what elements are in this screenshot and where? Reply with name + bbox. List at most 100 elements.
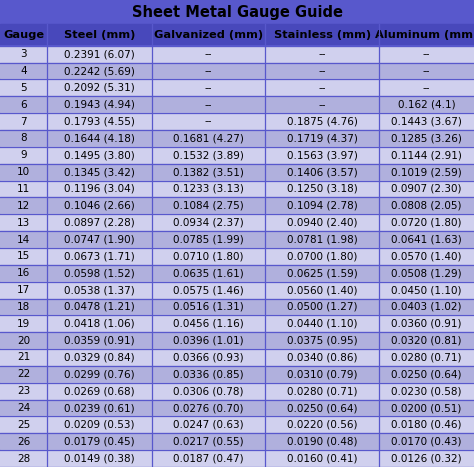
Text: 28: 28 [17, 453, 30, 464]
Text: 0.0456 (1.16): 0.0456 (1.16) [173, 319, 244, 329]
Text: 0.0160 (0.41): 0.0160 (0.41) [287, 453, 357, 464]
Text: 0.0403 (1.02): 0.0403 (1.02) [392, 302, 462, 312]
Text: 0.0359 (0.91): 0.0359 (0.91) [64, 336, 135, 346]
Text: 0.1250 (3.18): 0.1250 (3.18) [287, 184, 358, 194]
Text: 0.1495 (3.80): 0.1495 (3.80) [64, 150, 135, 160]
Text: 0.0179 (0.45): 0.0179 (0.45) [64, 437, 135, 447]
Text: 0.0299 (0.76): 0.0299 (0.76) [64, 369, 135, 379]
Bar [0, 433, 474, 450]
Text: 8: 8 [20, 134, 27, 143]
Text: 16: 16 [17, 268, 30, 278]
Bar [0, 46, 474, 63]
Text: 12: 12 [17, 201, 30, 211]
Text: 0.0500 (1.27): 0.0500 (1.27) [287, 302, 357, 312]
Text: Sheet Metal Gauge Guide: Sheet Metal Gauge Guide [131, 5, 343, 20]
Text: --: -- [205, 100, 212, 110]
Text: 0.0250 (0.64): 0.0250 (0.64) [287, 403, 357, 413]
Text: Gauge: Gauge [3, 30, 44, 40]
Bar [0, 147, 474, 164]
Text: 17: 17 [17, 285, 30, 295]
Text: 0.1046 (2.66): 0.1046 (2.66) [64, 201, 135, 211]
Bar [0, 383, 474, 400]
Text: 4: 4 [20, 66, 27, 76]
Text: 0.1681 (4.27): 0.1681 (4.27) [173, 134, 244, 143]
Text: 0.1875 (4.76): 0.1875 (4.76) [287, 117, 358, 127]
Text: --: -- [423, 49, 430, 59]
Text: 0.0785 (1.99): 0.0785 (1.99) [173, 234, 244, 245]
Text: Steel (mm): Steel (mm) [64, 30, 135, 40]
Text: 0.0320 (0.81): 0.0320 (0.81) [392, 336, 462, 346]
Text: --: -- [205, 83, 212, 93]
Text: Galvanized (mm): Galvanized (mm) [154, 30, 263, 40]
Text: 0.0200 (0.51): 0.0200 (0.51) [392, 403, 462, 413]
Bar [0, 63, 474, 79]
Text: 6: 6 [20, 100, 27, 110]
Text: 0.1345 (3.42): 0.1345 (3.42) [64, 167, 135, 177]
Text: 25: 25 [17, 420, 30, 430]
Text: 19: 19 [17, 319, 30, 329]
Text: 0.0508 (1.29): 0.0508 (1.29) [392, 268, 462, 278]
Text: 0.0360 (0.91): 0.0360 (0.91) [392, 319, 462, 329]
Text: 0.1233 (3.13): 0.1233 (3.13) [173, 184, 244, 194]
Text: 0.0700 (1.80): 0.0700 (1.80) [287, 251, 357, 262]
Text: 0.0673 (1.71): 0.0673 (1.71) [64, 251, 135, 262]
Text: 0.1793 (4.55): 0.1793 (4.55) [64, 117, 135, 127]
Bar [0, 349, 474, 366]
Text: 0.2242 (5.69): 0.2242 (5.69) [64, 66, 135, 76]
Text: 0.2092 (5.31): 0.2092 (5.31) [64, 83, 135, 93]
Text: 0.0418 (1.06): 0.0418 (1.06) [64, 319, 135, 329]
Text: 0.0217 (0.55): 0.0217 (0.55) [173, 437, 244, 447]
Text: 0.0808 (2.05): 0.0808 (2.05) [392, 201, 462, 211]
Text: 0.0940 (2.40): 0.0940 (2.40) [287, 218, 357, 228]
Bar [0, 181, 474, 198]
Text: 0.0239 (0.61): 0.0239 (0.61) [64, 403, 135, 413]
Text: 20: 20 [17, 336, 30, 346]
Text: 0.0180 (0.46): 0.0180 (0.46) [392, 420, 462, 430]
Text: 0.0340 (0.86): 0.0340 (0.86) [287, 353, 357, 362]
Text: 0.0598 (1.52): 0.0598 (1.52) [64, 268, 135, 278]
Text: 0.1532 (3.89): 0.1532 (3.89) [173, 150, 244, 160]
Text: 0.0570 (1.40): 0.0570 (1.40) [392, 251, 462, 262]
Text: 0.0560 (1.40): 0.0560 (1.40) [287, 285, 357, 295]
Text: 0.0747 (1.90): 0.0747 (1.90) [64, 234, 135, 245]
Text: 0.0478 (1.21): 0.0478 (1.21) [64, 302, 135, 312]
Text: 0.0781 (1.98): 0.0781 (1.98) [287, 234, 358, 245]
Text: 0.1406 (3.57): 0.1406 (3.57) [287, 167, 358, 177]
Text: --: -- [423, 66, 430, 76]
Text: 13: 13 [17, 218, 30, 228]
Text: 0.0170 (0.43): 0.0170 (0.43) [392, 437, 462, 447]
Text: 0.0126 (0.32): 0.0126 (0.32) [392, 453, 462, 464]
Bar [0, 450, 474, 467]
Bar [0, 248, 474, 265]
Text: 0.0625 (1.59): 0.0625 (1.59) [287, 268, 358, 278]
Text: 0.0934 (2.37): 0.0934 (2.37) [173, 218, 244, 228]
Text: 21: 21 [17, 353, 30, 362]
Text: Stainless (mm): Stainless (mm) [274, 30, 371, 40]
Text: 0.0635 (1.61): 0.0635 (1.61) [173, 268, 244, 278]
Text: 7: 7 [20, 117, 27, 127]
Text: 0.0538 (1.37): 0.0538 (1.37) [64, 285, 135, 295]
Text: 0.1644 (4.18): 0.1644 (4.18) [64, 134, 135, 143]
Text: 0.1094 (2.78): 0.1094 (2.78) [287, 201, 358, 211]
Text: 0.0220 (0.56): 0.0220 (0.56) [287, 420, 357, 430]
Text: --: -- [319, 66, 326, 76]
Text: 0.0575 (1.46): 0.0575 (1.46) [173, 285, 244, 295]
Text: --: -- [205, 49, 212, 59]
Text: 0.1719 (4.37): 0.1719 (4.37) [287, 134, 358, 143]
Text: 0.0375 (0.95): 0.0375 (0.95) [287, 336, 357, 346]
Text: 23: 23 [17, 386, 30, 396]
Text: 0.0250 (0.64): 0.0250 (0.64) [392, 369, 462, 379]
Text: 0.1019 (2.59): 0.1019 (2.59) [391, 167, 462, 177]
Text: 0.0450 (1.10): 0.0450 (1.10) [392, 285, 462, 295]
Text: 0.0516 (1.31): 0.0516 (1.31) [173, 302, 244, 312]
Text: 0.0276 (0.70): 0.0276 (0.70) [173, 403, 244, 413]
Bar [0, 198, 474, 214]
Bar [0, 417, 474, 433]
Text: 0.0280 (0.71): 0.0280 (0.71) [287, 386, 357, 396]
Bar [0, 24, 474, 46]
Text: 0.162 (4.1): 0.162 (4.1) [398, 100, 456, 110]
Text: 0.0366 (0.93): 0.0366 (0.93) [173, 353, 244, 362]
Text: 14: 14 [17, 234, 30, 245]
Text: 0.1443 (3.67): 0.1443 (3.67) [391, 117, 462, 127]
Bar [0, 214, 474, 231]
